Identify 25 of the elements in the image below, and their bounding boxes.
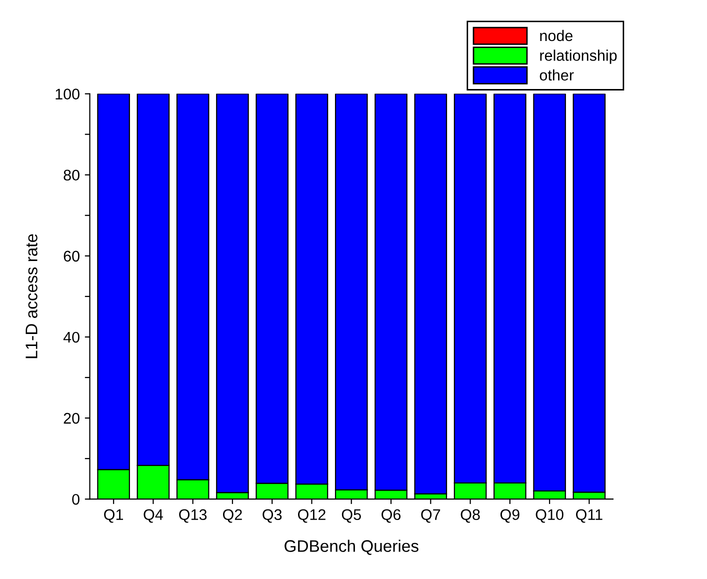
x-tick-label: Q2 (223, 509, 242, 523)
x-axis-title: GDBench Queries (284, 540, 418, 555)
y-tick-label: 60 (64, 250, 80, 262)
y-tick-label: 40 (63, 332, 80, 343)
x-tick-label: Q8 (460, 509, 480, 523)
x-tick-label: Q12 (298, 509, 326, 523)
y-tick-label: 80 (64, 170, 80, 181)
x-tick-label: Q13 (179, 509, 207, 523)
legend-label: other (540, 69, 574, 81)
x-tick-label: Q9 (500, 509, 520, 523)
x-tick-label: Q11 (576, 509, 602, 523)
y-tick-label: 0 (72, 494, 80, 505)
x-tick-label: Q10 (536, 509, 564, 523)
legend-label: node (540, 30, 572, 42)
x-tick-label: Q4 (144, 509, 163, 523)
legend-label: relationship (540, 50, 617, 64)
x-tick-label: Q6 (382, 509, 401, 523)
x-tick-label: Q7 (421, 509, 440, 523)
x-tick-label: Q3 (262, 509, 282, 523)
x-tick-label: Q5 (342, 509, 361, 523)
y-axis-title: L1-D access rate (26, 234, 38, 358)
y-tick-label: 20 (64, 412, 80, 424)
bar (414, 94, 448, 494)
x-tick-label: Q1 (104, 509, 124, 523)
y-tick-label: 100 (56, 88, 80, 100)
